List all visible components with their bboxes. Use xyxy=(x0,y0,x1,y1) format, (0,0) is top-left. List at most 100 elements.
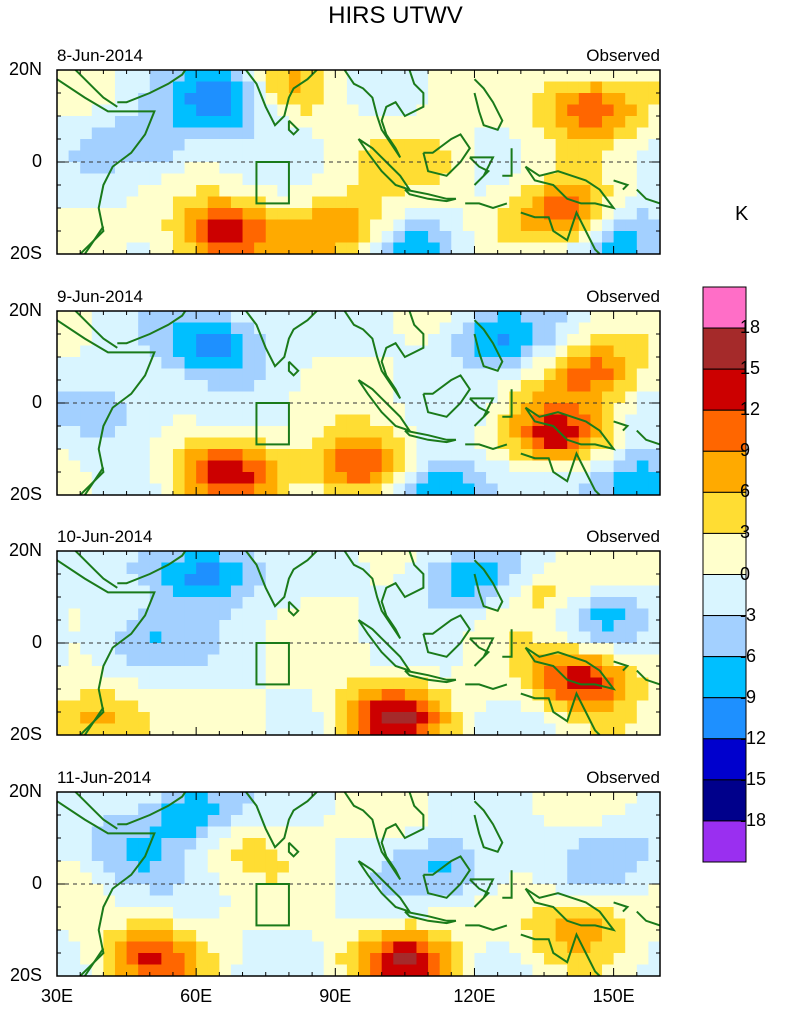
field-cell xyxy=(567,872,580,885)
colorbar-tick-label: -15 xyxy=(740,768,767,789)
field-cell xyxy=(439,815,452,828)
field-cell xyxy=(613,620,626,633)
field-cell xyxy=(300,426,313,439)
field-cell xyxy=(428,953,441,966)
field-cell xyxy=(648,231,660,244)
field-cell xyxy=(219,208,232,221)
field-cell xyxy=(172,391,186,404)
colorbar-tick-label: 6 xyxy=(740,481,751,502)
field-cell xyxy=(590,815,603,828)
field-cell xyxy=(172,574,186,587)
field-cell xyxy=(312,93,325,106)
field-cell xyxy=(138,208,151,221)
field-cell xyxy=(323,231,336,244)
field-cell xyxy=(149,173,162,186)
field-cell xyxy=(370,139,383,152)
field-cell xyxy=(103,219,116,232)
field-cell xyxy=(103,608,116,621)
field-cell xyxy=(149,953,162,966)
field-cell xyxy=(288,116,302,129)
field-cell xyxy=(404,139,418,152)
field-cell xyxy=(532,472,545,485)
field-cell xyxy=(230,81,244,94)
field-cell xyxy=(439,357,452,370)
field-cell xyxy=(288,345,302,358)
field-cell xyxy=(520,723,534,735)
field-cell xyxy=(578,815,592,828)
field-cell xyxy=(532,597,545,610)
field-cell xyxy=(68,185,81,198)
field-cell xyxy=(602,449,615,462)
field-cell xyxy=(126,437,139,450)
field-cell xyxy=(509,574,522,587)
field-cell xyxy=(207,380,220,393)
field-cell xyxy=(138,666,151,679)
field-cell xyxy=(578,70,592,83)
field-cell xyxy=(172,930,186,943)
field-cell xyxy=(265,472,278,485)
field-cell xyxy=(520,139,534,152)
field-cell xyxy=(567,585,580,598)
field-cell xyxy=(462,345,476,358)
field-cell xyxy=(57,116,70,129)
coastline xyxy=(520,932,601,976)
field-cell xyxy=(114,231,128,244)
field-cell xyxy=(613,953,626,966)
field-cell xyxy=(300,70,313,83)
field-cell xyxy=(451,391,464,404)
field-cell xyxy=(486,311,499,324)
field-cell xyxy=(196,196,209,209)
field-cell xyxy=(172,196,186,209)
field-cell xyxy=(57,380,70,393)
field-cell xyxy=(184,677,197,690)
field-cell xyxy=(625,472,638,485)
field-cell xyxy=(451,380,464,393)
field-cell xyxy=(277,849,290,862)
field-cell xyxy=(451,574,464,587)
field-cell xyxy=(207,689,220,702)
field-cell xyxy=(277,872,290,885)
field-cell xyxy=(509,208,522,221)
field-cell xyxy=(555,208,568,221)
field-cell xyxy=(335,449,348,462)
field-cell xyxy=(462,884,476,897)
field-cell xyxy=(288,872,302,885)
field-cell xyxy=(196,139,209,152)
field-cell xyxy=(439,654,452,667)
field-cell xyxy=(207,104,220,117)
field-cell xyxy=(335,437,348,450)
field-cell xyxy=(114,849,128,862)
field-cell xyxy=(230,242,244,254)
field-cell xyxy=(161,953,174,966)
field-cell xyxy=(91,242,104,254)
field-cell xyxy=(370,620,383,633)
field-cell xyxy=(532,620,545,633)
field-cell xyxy=(346,723,360,735)
field-cell xyxy=(288,654,302,667)
field-cell xyxy=(439,460,452,473)
field-cell xyxy=(567,907,580,920)
field-cell xyxy=(138,449,151,462)
field-cell xyxy=(613,815,626,828)
field-cell xyxy=(590,826,603,839)
field-cell xyxy=(265,654,278,667)
field-cell xyxy=(91,380,104,393)
field-cell xyxy=(555,677,568,690)
field-cell xyxy=(509,322,522,335)
field-cell xyxy=(346,150,360,163)
region-box xyxy=(255,161,290,205)
field-cell xyxy=(474,81,487,94)
field-cell xyxy=(555,311,568,324)
field-cell xyxy=(80,597,93,610)
field-cell xyxy=(103,208,116,221)
field-cell xyxy=(509,196,522,209)
field-cell xyxy=(277,70,290,83)
field-cell xyxy=(242,104,255,117)
field-cell xyxy=(242,449,255,462)
field-cell xyxy=(80,953,93,966)
field-cell xyxy=(532,861,545,874)
field-cell xyxy=(242,185,255,198)
field-cell xyxy=(393,208,406,221)
field-cell xyxy=(497,231,510,244)
field-cell xyxy=(91,449,104,462)
